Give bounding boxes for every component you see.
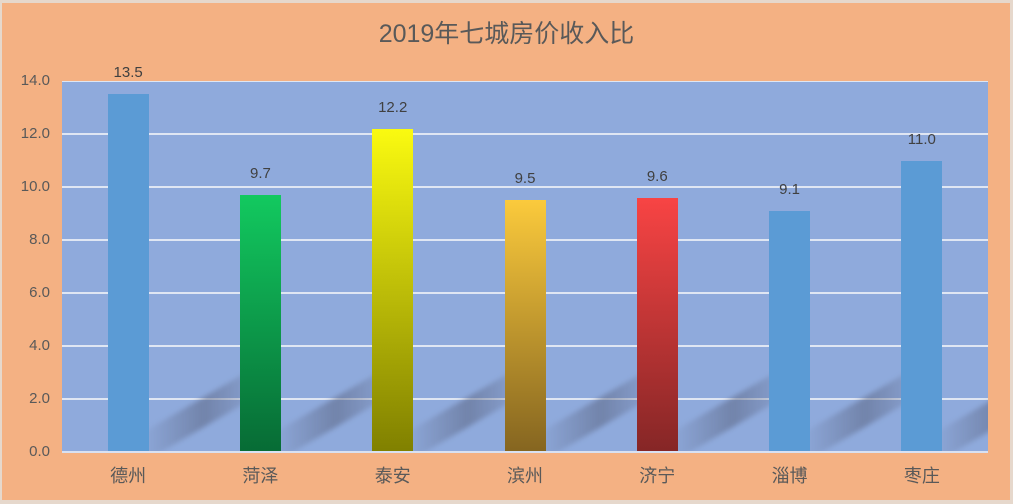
data-label: 11.0 <box>907 130 936 148</box>
x-tick-label: 淄博 <box>771 466 808 487</box>
data-label: 12.2 <box>378 98 408 116</box>
bar-5[interactable] <box>636 197 678 452</box>
x-axis-line <box>62 451 988 453</box>
chart-title: 2019年七城房价收入比 <box>378 20 635 48</box>
bar-4[interactable] <box>504 200 546 452</box>
x-tick-label: 滨州 <box>507 466 543 487</box>
data-label: 9.7 <box>249 164 271 182</box>
y-tick-label: 6.0 <box>29 284 50 301</box>
x-tick-label: 德州 <box>110 466 147 487</box>
plot-area <box>62 81 988 452</box>
gridline <box>62 186 988 188</box>
y-tick-label: 12.0 <box>20 125 50 142</box>
y-tick-label: 0.0 <box>29 443 50 460</box>
gridline <box>62 81 988 82</box>
y-tick-label: 10.0 <box>20 178 50 195</box>
x-tick-label: 菏泽 <box>242 466 279 487</box>
y-tick-label: 2.0 <box>29 390 50 407</box>
bar-2[interactable] <box>239 194 281 452</box>
bar-7[interactable] <box>901 160 943 452</box>
data-label: 9.6 <box>646 167 668 185</box>
x-tick-label: 济宁 <box>639 466 676 487</box>
bar-6[interactable] <box>769 210 811 452</box>
x-tick-label: 枣庄 <box>903 466 940 487</box>
y-tick-label: 4.0 <box>29 337 50 354</box>
gridline <box>62 133 988 135</box>
y-tick-label: 14.0 <box>20 72 50 89</box>
x-tick-label: 泰安 <box>374 466 411 487</box>
bar-1[interactable] <box>107 94 149 452</box>
bar-3[interactable] <box>372 128 414 452</box>
data-label: 9.1 <box>779 180 800 198</box>
y-tick-label: 8.0 <box>29 231 50 248</box>
data-label: 9.5 <box>514 170 536 188</box>
data-label: 13.5 <box>113 64 143 82</box>
